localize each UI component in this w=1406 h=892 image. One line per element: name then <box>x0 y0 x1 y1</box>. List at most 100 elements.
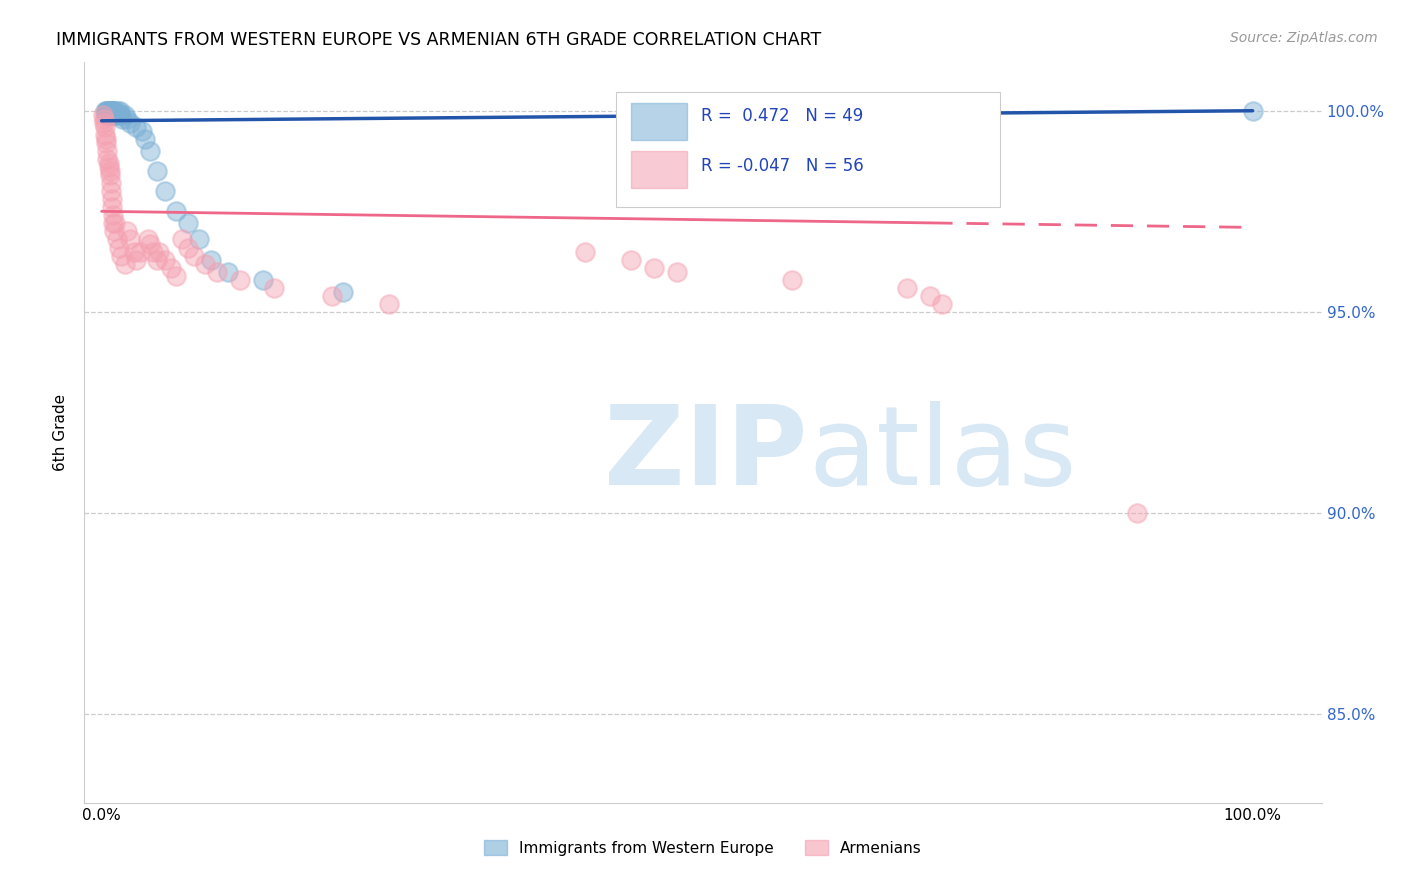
Point <box>139 144 162 158</box>
Point <box>96 152 118 166</box>
Point <box>321 289 343 303</box>
Point <box>101 103 124 118</box>
Point <box>101 108 124 122</box>
Point <box>94 128 117 142</box>
Point <box>146 252 169 267</box>
Point <box>153 184 176 198</box>
Point <box>125 252 148 267</box>
Point <box>110 108 132 122</box>
Point <box>100 103 122 118</box>
Point <box>101 216 124 230</box>
Point <box>110 249 132 263</box>
Point <box>159 260 181 275</box>
Point <box>101 103 124 118</box>
Point <box>931 297 953 311</box>
Text: Source: ZipAtlas.com: Source: ZipAtlas.com <box>1230 31 1378 45</box>
Point <box>146 164 169 178</box>
Point <box>98 103 121 118</box>
Point <box>134 132 156 146</box>
Point <box>229 273 252 287</box>
Text: ZIP: ZIP <box>605 401 807 508</box>
Point <box>122 244 145 259</box>
Point <box>177 216 200 230</box>
Point <box>920 289 942 303</box>
Point <box>100 184 122 198</box>
Point <box>101 108 124 122</box>
Point <box>101 103 124 118</box>
Point <box>194 257 217 271</box>
Point <box>108 103 131 118</box>
FancyBboxPatch shape <box>616 92 1000 207</box>
Point <box>666 265 689 279</box>
Point <box>98 103 121 118</box>
Point <box>128 244 150 259</box>
Point <box>120 232 142 246</box>
Point <box>142 244 165 259</box>
Text: IMMIGRANTS FROM WESTERN EUROPE VS ARMENIAN 6TH GRADE CORRELATION CHART: IMMIGRANTS FROM WESTERN EUROPE VS ARMENI… <box>56 31 821 49</box>
Point <box>97 103 120 118</box>
Point <box>114 108 136 122</box>
Point <box>96 108 118 122</box>
Point <box>93 116 115 130</box>
Point <box>205 265 228 279</box>
Point <box>148 244 170 259</box>
Point <box>105 108 128 122</box>
Point <box>101 208 124 222</box>
Point <box>896 281 918 295</box>
Point <box>108 241 131 255</box>
Point <box>104 216 127 230</box>
Point <box>1126 506 1149 520</box>
Point <box>98 164 121 178</box>
Text: R =  0.472   N = 49: R = 0.472 N = 49 <box>700 107 863 125</box>
Point <box>188 232 211 246</box>
Point <box>780 273 803 287</box>
Point <box>252 273 274 287</box>
Point <box>96 103 118 118</box>
Point <box>98 108 121 122</box>
Point <box>165 204 187 219</box>
Point <box>108 108 131 122</box>
Point <box>136 232 159 246</box>
Point <box>94 120 117 134</box>
Point <box>100 176 122 190</box>
Point <box>96 136 118 150</box>
Point <box>263 281 285 295</box>
Point <box>96 108 118 122</box>
Point <box>96 132 118 146</box>
Text: R = -0.047   N = 56: R = -0.047 N = 56 <box>700 157 863 175</box>
Point <box>97 160 120 174</box>
Point <box>115 112 138 126</box>
Point <box>104 103 127 118</box>
Y-axis label: 6th Grade: 6th Grade <box>53 394 69 471</box>
Text: atlas: atlas <box>808 401 1077 508</box>
Point <box>103 103 125 118</box>
Legend: Immigrants from Western Europe, Armenians: Immigrants from Western Europe, Armenian… <box>478 834 928 862</box>
Point <box>217 265 239 279</box>
FancyBboxPatch shape <box>631 152 688 188</box>
Point <box>93 112 115 126</box>
Point <box>101 200 124 214</box>
Point <box>172 232 194 246</box>
Point <box>200 252 222 267</box>
Point <box>96 103 118 118</box>
Point <box>103 108 125 122</box>
Point <box>620 252 643 267</box>
Point <box>100 103 122 118</box>
Point <box>574 244 596 259</box>
Point <box>114 257 136 271</box>
Point <box>94 103 117 118</box>
Point <box>101 192 124 206</box>
Point <box>107 103 129 118</box>
FancyBboxPatch shape <box>631 103 688 140</box>
Point <box>139 236 162 251</box>
Point <box>101 103 124 118</box>
Point <box>105 232 128 246</box>
Point <box>165 268 187 283</box>
Point <box>100 103 122 118</box>
Point <box>1241 103 1264 118</box>
Point <box>91 108 114 122</box>
Point <box>100 108 122 122</box>
Point <box>153 252 176 267</box>
Point <box>643 260 665 275</box>
Point <box>131 124 153 138</box>
